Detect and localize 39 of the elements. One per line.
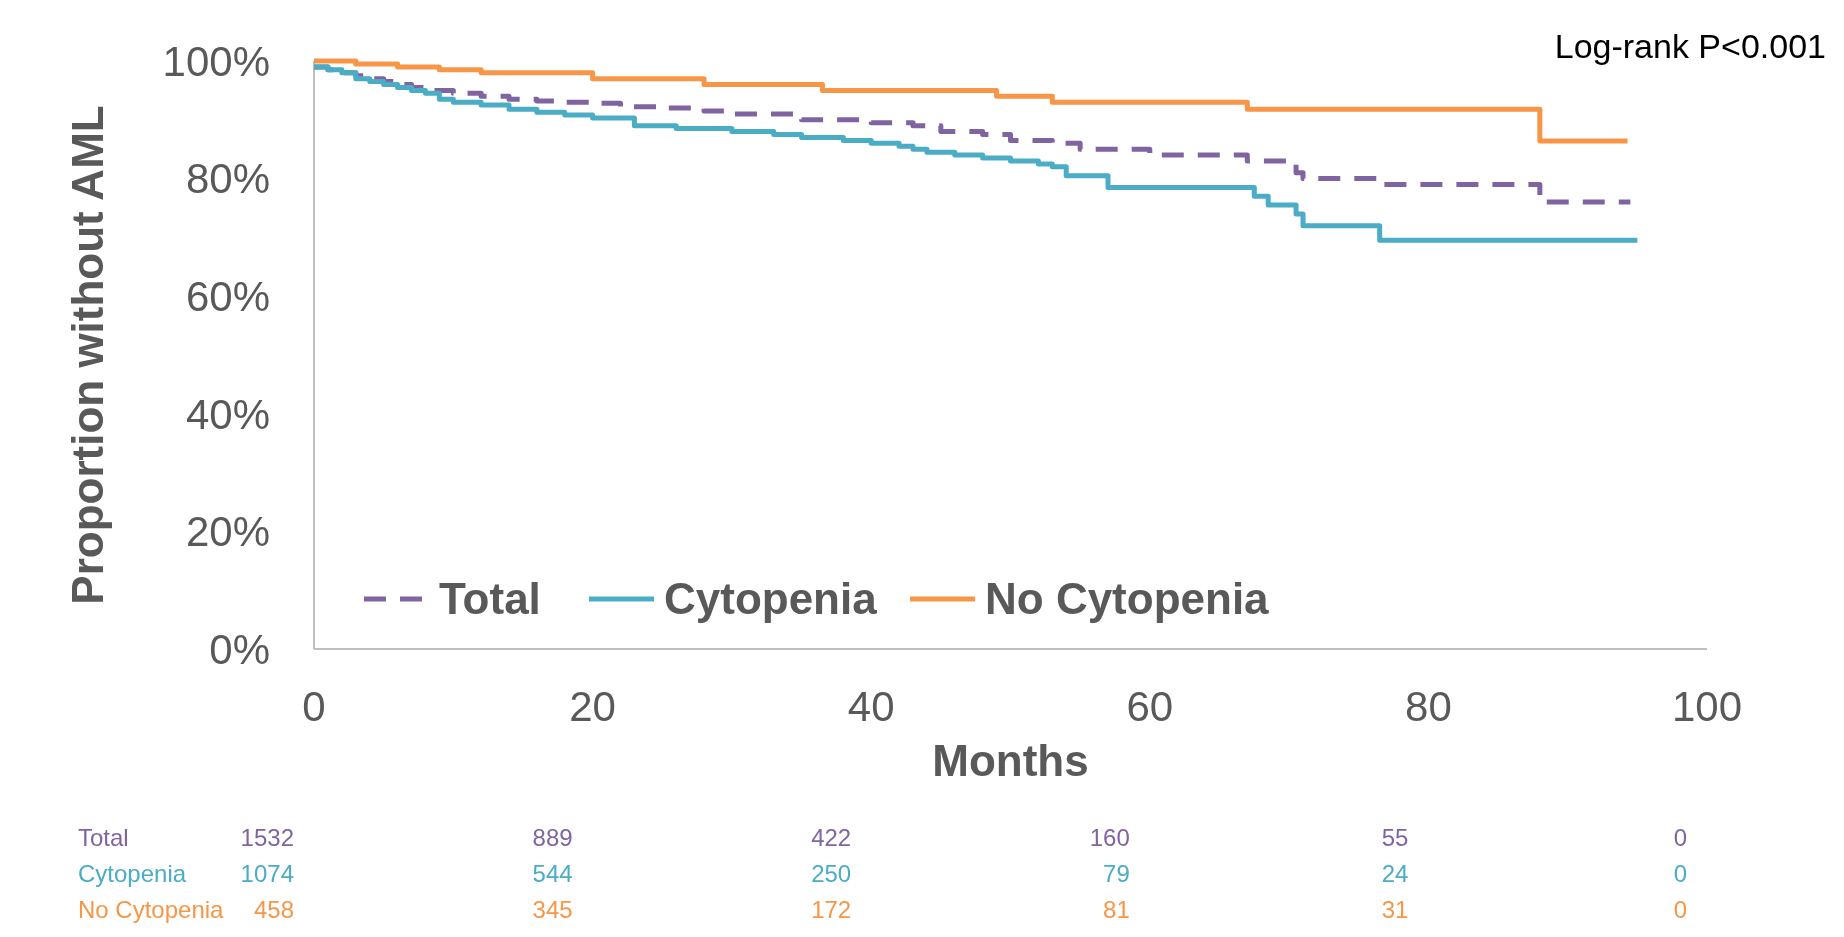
text: 0 (1673, 824, 1687, 851)
y-axis-title: Proportion without AML (63, 105, 112, 605)
text: 345 (532, 896, 573, 923)
annotation: Log-rank P<0.001 (1554, 27, 1826, 65)
x-tick-label: 20 (569, 683, 616, 730)
x-tick-label: 0 (302, 683, 326, 730)
text: 889 (532, 824, 573, 851)
text: 172 (811, 896, 852, 923)
y-tick-label: 80% (185, 155, 270, 203)
legend-label: No Cytopenia (985, 574, 1270, 624)
x-tick-label: 80 (1405, 683, 1452, 730)
text: 24 (1381, 860, 1409, 887)
text: 55 (1381, 824, 1409, 851)
text: Total (78, 824, 129, 851)
text: 0 (1673, 896, 1687, 923)
text: 544 (532, 860, 573, 887)
x-tick-label: 100 (1671, 683, 1743, 730)
x-tick-label: 60 (1126, 683, 1174, 730)
text: Cytopenia (78, 860, 187, 887)
text: 250 (811, 860, 852, 887)
legend-label: Cytopenia (664, 574, 878, 624)
x-axis-title: Months (932, 736, 1089, 785)
text: 79 (1103, 860, 1130, 887)
text: 1074 (240, 860, 294, 887)
y-tick-label: 20% (185, 508, 270, 556)
text: 160 (1089, 824, 1130, 851)
text: 422 (811, 824, 852, 851)
y-tick-label: 60% (185, 272, 270, 320)
text: 0 (1673, 860, 1687, 887)
y-tick-label: 100% (162, 37, 270, 85)
text: 1532 (240, 824, 294, 851)
text: 458 (253, 896, 294, 923)
x-tick-label: 40 (847, 683, 895, 730)
y-tick-label: 40% (185, 390, 270, 438)
text: 31 (1381, 896, 1409, 923)
text: 81 (1103, 896, 1130, 923)
y-tick-label: 0% (209, 625, 270, 673)
text: No Cytopenia (78, 896, 225, 923)
legend-label: Total (439, 574, 541, 624)
